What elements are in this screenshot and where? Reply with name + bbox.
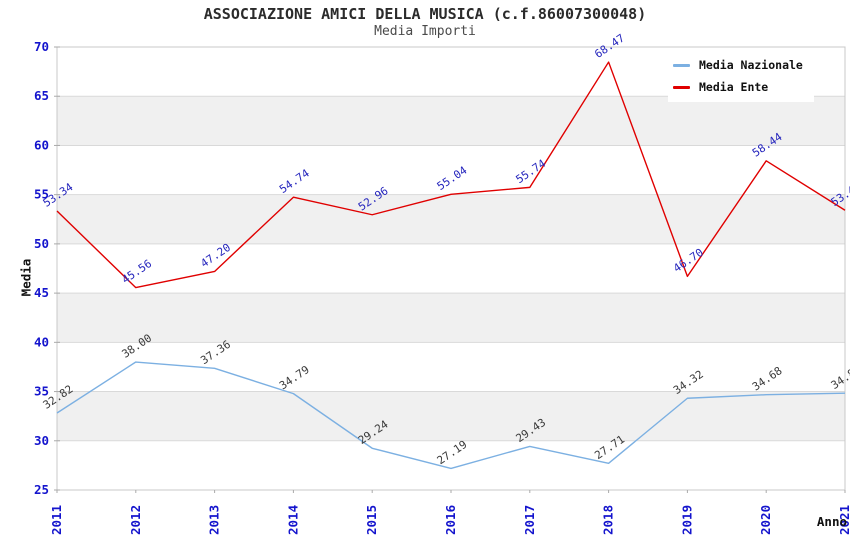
- x-tick-label: 2019: [679, 505, 694, 535]
- y-tick-label: 30: [34, 433, 49, 448]
- legend-label: Media Ente: [699, 80, 769, 94]
- plot-band: [57, 194, 845, 244]
- y-tick-label: 40: [34, 334, 49, 349]
- y-tick-label: 60: [34, 137, 49, 152]
- y-tick-label: 55: [34, 187, 49, 202]
- point-label: 55.74: [513, 157, 548, 187]
- y-tick-label: 50: [34, 236, 49, 251]
- legend-entry-media-ente: Media Ente: [673, 80, 814, 94]
- plot-band: [57, 293, 845, 343]
- point-label: 68.47: [592, 32, 627, 61]
- x-tick-label: 2016: [443, 505, 458, 535]
- x-tick-label: 2018: [601, 505, 616, 535]
- chart-subtitle: Media Importi: [374, 24, 476, 39]
- point-label: 34.79: [277, 363, 312, 392]
- x-tick-label: 2014: [285, 505, 300, 535]
- series-line-media-ente: [56, 61, 846, 289]
- y-tick-label: 45: [34, 285, 49, 300]
- point-label: 47.20: [198, 241, 233, 270]
- point-label: 46.70: [671, 246, 706, 275]
- point-label: 45.56: [119, 257, 154, 286]
- point-label: 27.19: [435, 438, 470, 467]
- plot-band: [57, 96, 845, 146]
- x-tick-label: 2021: [837, 505, 850, 535]
- chart-title: ASSOCIAZIONE AMICI DELLA MUSICA (c.f.860…: [203, 5, 647, 23]
- legend-entry-media-nazionale: Media Nazionale: [673, 58, 814, 72]
- legend: Media Nazionale Media Ente: [668, 50, 814, 102]
- x-tick-label: 2020: [758, 505, 773, 535]
- y-tick-label: 70: [34, 39, 49, 54]
- x-tick-label: 2013: [207, 505, 222, 535]
- x-tick-label: 2011: [49, 505, 64, 535]
- series-line-media-nazionale: [56, 361, 846, 470]
- plot-band: [57, 391, 845, 441]
- point-label: 34.68: [750, 364, 785, 393]
- y-tick-label: 25: [34, 482, 49, 497]
- legend-swatch: [673, 85, 690, 89]
- y-tick-label: 65: [34, 88, 49, 103]
- legend-label: Media Nazionale: [699, 58, 803, 72]
- x-tick-label: 2017: [522, 505, 537, 535]
- x-axis-title: Anno: [816, 514, 847, 529]
- x-tick-label: 2012: [128, 505, 143, 535]
- point-label: 54.74: [277, 166, 312, 196]
- y-axis-title: Media: [18, 258, 34, 297]
- point-label: 55.04: [435, 164, 470, 194]
- x-tick-label: 2015: [364, 505, 379, 535]
- y-tick-label: 35: [34, 384, 49, 399]
- legend-swatch: [673, 63, 690, 67]
- point-label: 34.83: [829, 363, 850, 392]
